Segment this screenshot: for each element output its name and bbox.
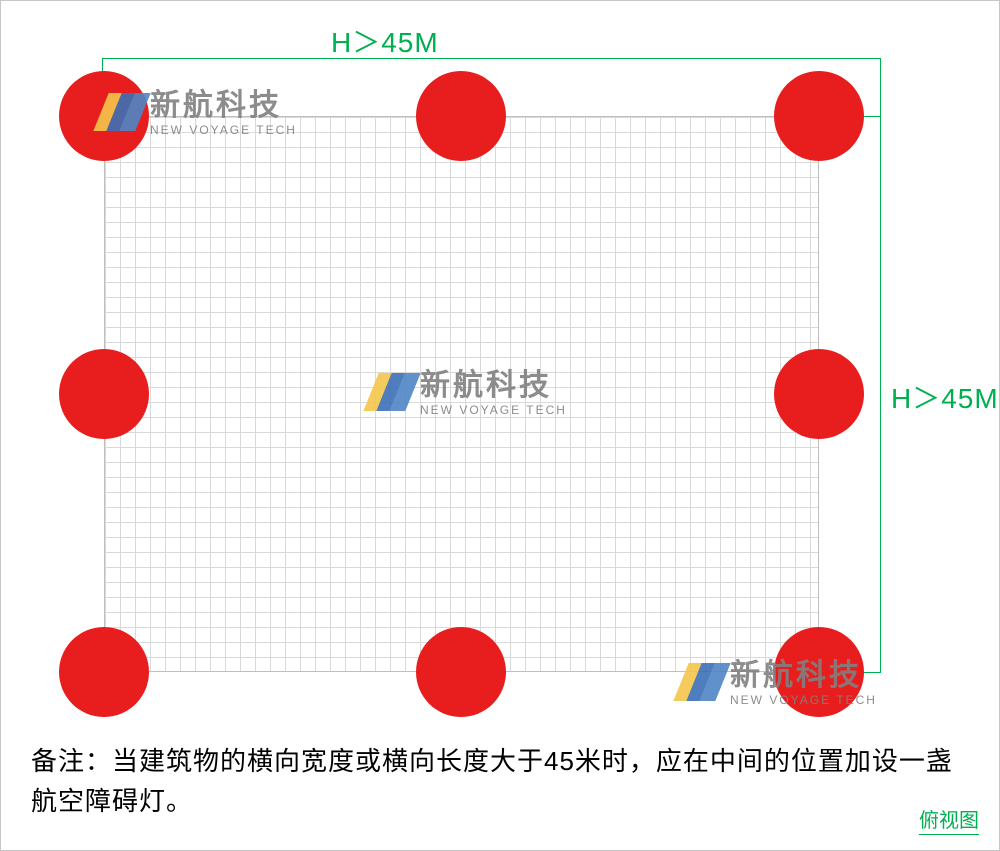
remark-text: 备注：当建筑物的横向宽度或横向长度大于45米时，应在中间的位置加设一盏航空障碍灯… — [31, 741, 969, 822]
lamp-7 — [416, 627, 506, 717]
dim-top-tick-right — [880, 58, 881, 116]
watermark-en: NEW VOYAGE TECH — [420, 403, 567, 417]
watermark-cn: 新航科技 — [730, 661, 877, 691]
watermark-text: 新航科技 NEW VOYAGE TECH — [730, 661, 877, 707]
diagram-area: H＞45M H＞45M 新航科技 NEW VOYAGE TECH 新航科技 NEW V… — [1, 1, 1000, 721]
watermark-text: 新航科技 NEW VOYAGE TECH — [150, 91, 297, 137]
diagram-frame: H＞45M H＞45M 新航科技 NEW VOYAGE TECH 新航科技 NEW V… — [0, 0, 1000, 851]
watermark-3: 新航科技 NEW VOYAGE TECH — [681, 661, 877, 707]
lamp-2 — [416, 71, 506, 161]
lamp-5 — [774, 349, 864, 439]
watermark-en: NEW VOYAGE TECH — [150, 123, 297, 137]
watermark-logo-icon — [371, 373, 410, 416]
watermark-2: 新航科技 NEW VOYAGE TECH — [371, 371, 567, 417]
lamp-3 — [774, 71, 864, 161]
dim-right-line — [880, 116, 881, 673]
watermark-en: NEW VOYAGE TECH — [730, 693, 877, 707]
dim-top-line — [102, 58, 881, 59]
watermark-1: 新航科技 NEW VOYAGE TECH — [101, 91, 297, 137]
lamp-4 — [59, 349, 149, 439]
watermark-cn: 新航科技 — [150, 91, 297, 121]
watermark-logo-icon — [101, 93, 140, 136]
watermark-text: 新航科技 NEW VOYAGE TECH — [420, 371, 567, 417]
lamp-6 — [59, 627, 149, 717]
dim-right-label: H＞45M — [891, 377, 999, 417]
dim-top-label: H＞45M — [331, 21, 439, 61]
watermark-logo-icon — [681, 663, 720, 706]
view-label: 俯视图 — [919, 804, 979, 835]
watermark-cn: 新航科技 — [420, 371, 567, 401]
